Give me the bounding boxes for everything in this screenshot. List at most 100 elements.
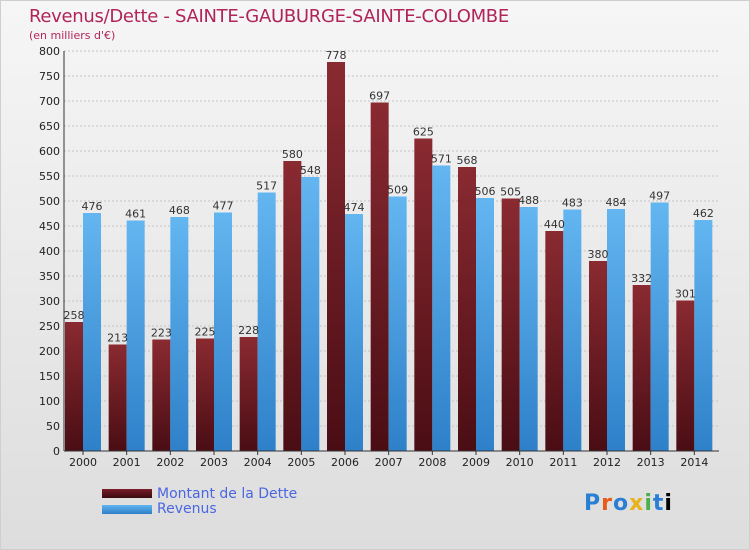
chart-title: Revenus/Dette - SAINTE-GAUBURGE-SAINTE-C… — [29, 6, 509, 27]
value-label-revenue-2012: 484 — [606, 196, 627, 209]
y-tick-label: 100 — [39, 395, 60, 408]
bar-revenue-2001 — [126, 220, 145, 451]
bar-debt-2007 — [370, 102, 389, 451]
bar-debt-2013 — [632, 285, 651, 451]
bar-revenue-2007 — [388, 196, 407, 451]
bar-debt-2006 — [327, 62, 345, 451]
value-label-debt-2006: 778 — [326, 49, 347, 62]
legend-revenue-swatch — [102, 505, 152, 514]
value-label-revenue-2007: 509 — [387, 184, 408, 197]
bar-debt-2004 — [239, 337, 258, 451]
bar-revenue-2013 — [650, 202, 669, 451]
x-tick-label: 2006 — [331, 456, 359, 469]
bar-revenue-2002 — [170, 217, 189, 451]
x-tick-label: 2012 — [593, 456, 621, 469]
y-tick-label: 200 — [39, 345, 60, 358]
value-label-debt-2009: 568 — [457, 154, 478, 167]
x-tick-label: 2001 — [113, 456, 141, 469]
y-tick-label: 300 — [39, 295, 60, 308]
value-label-debt-2010: 505 — [500, 186, 521, 199]
bar-debt-2002 — [152, 339, 171, 451]
value-label-debt-2001: 213 — [107, 332, 128, 345]
value-label-debt-2002: 223 — [151, 327, 172, 340]
bars — [65, 62, 713, 451]
value-label-revenue-2011: 483 — [562, 197, 583, 210]
value-label-debt-2007: 697 — [369, 90, 390, 103]
y-tick-label: 350 — [39, 270, 60, 283]
x-tick-label: 2002 — [156, 456, 184, 469]
y-tick-label: 750 — [39, 70, 60, 83]
value-label-debt-2012: 380 — [588, 248, 609, 261]
value-label-debt-2011: 440 — [544, 218, 565, 231]
y-tick-label: 700 — [39, 95, 60, 108]
y-tick-label: 550 — [39, 170, 60, 183]
value-label-revenue-2014: 462 — [693, 207, 714, 220]
value-label-revenue-2001: 461 — [125, 208, 146, 221]
bar-revenue-2000 — [83, 213, 101, 451]
axes: 0 50 100 150 200 250 300 350 400 450 500 550 600 650 7… — [39, 45, 719, 469]
x-tick-label: 2014 — [680, 456, 708, 469]
value-label-debt-2005: 580 — [282, 148, 303, 161]
x-tick-label: 2007 — [375, 456, 403, 469]
bar-revenue-2004 — [257, 192, 276, 451]
bar-revenue-2014 — [694, 220, 713, 451]
x-tick-label: 2003 — [200, 456, 228, 469]
value-label-revenue-2009: 506 — [475, 185, 496, 198]
bar-debt-2009 — [458, 167, 476, 451]
value-label-revenue-2006: 474 — [344, 201, 365, 214]
x-tick-label: 2013 — [637, 456, 665, 469]
value-label-revenue-2013: 497 — [649, 190, 670, 203]
value-label-debt-2014: 301 — [675, 288, 696, 301]
legend-debt-label: Montant de la Dette — [157, 486, 298, 502]
bar-debt-2010 — [501, 198, 520, 451]
bar-debt-2003 — [196, 338, 214, 451]
value-label-revenue-2002: 468 — [169, 204, 190, 217]
bar-debt-2012 — [589, 261, 607, 451]
bar-revenue-2006 — [345, 214, 363, 451]
x-tick-label: 2000 — [69, 456, 97, 469]
bar-revenue-2011 — [563, 209, 582, 451]
bar-revenue-2005 — [301, 177, 320, 451]
x-tick-label: 2009 — [462, 456, 490, 469]
y-tick-label: 400 — [39, 245, 60, 258]
y-tick-label: 150 — [39, 370, 60, 383]
legend-debt-swatch — [102, 489, 152, 498]
legend-revenue-label: Revenus — [157, 501, 217, 517]
bar-revenue-2010 — [519, 207, 538, 451]
x-tick-label: 2010 — [506, 456, 534, 469]
proxiti-logo: Proxiti — [584, 491, 673, 516]
bar-revenue-2003 — [214, 212, 232, 451]
bar-revenue-2012 — [607, 209, 625, 451]
bar-debt-2005 — [283, 161, 302, 451]
y-tick-label: 800 — [39, 45, 60, 58]
y-tick-label: 650 — [39, 120, 60, 133]
bar-debt-2011 — [545, 231, 564, 451]
bar-revenue-2008 — [432, 165, 451, 451]
y-tick-label: 250 — [39, 320, 60, 333]
value-label-debt-2013: 332 — [631, 272, 652, 285]
value-label-revenue-2003: 477 — [213, 200, 234, 213]
value-label-debt-2000: 258 — [64, 309, 85, 322]
value-label-revenue-2008: 571 — [431, 153, 452, 166]
value-label-debt-2003: 225 — [195, 326, 216, 339]
y-tick-label: 0 — [53, 445, 60, 458]
y-tick-label: 600 — [39, 145, 60, 158]
bar-debt-2000 — [65, 322, 83, 451]
x-tick-label: 2008 — [418, 456, 446, 469]
bar-debt-2014 — [676, 300, 695, 451]
bar-debt-2008 — [414, 138, 433, 451]
labels: 258 476 213 461 223 468 225 477 228 517 580 548 778 4… — [64, 49, 714, 345]
value-label-revenue-2010: 488 — [518, 194, 539, 207]
x-tick-label: 2011 — [549, 456, 577, 469]
value-label-revenue-2004: 517 — [256, 180, 277, 193]
value-label-revenue-2000: 476 — [82, 200, 103, 213]
value-label-debt-2008: 625 — [413, 126, 434, 139]
value-label-revenue-2005: 548 — [300, 164, 321, 177]
y-tick-label: 450 — [39, 220, 60, 233]
y-tick-label: 50 — [46, 420, 60, 433]
bar-debt-2001 — [108, 344, 127, 451]
x-tick-label: 2004 — [244, 456, 272, 469]
chart-subtitle: (en milliers d'€) — [29, 29, 116, 42]
